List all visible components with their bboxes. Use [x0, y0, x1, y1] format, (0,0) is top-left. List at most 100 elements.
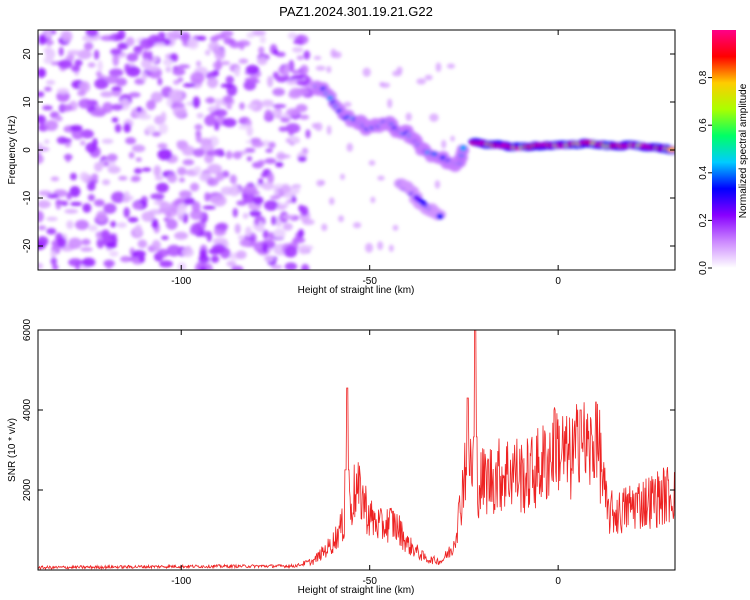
- heatmap-cell: [261, 182, 275, 191]
- heatmap-cell: [416, 78, 427, 85]
- heatmap-cell: [50, 250, 57, 258]
- heatmap-cell: [266, 75, 274, 88]
- heatmap-cell: [61, 30, 73, 43]
- heatmap-cell: [88, 224, 98, 232]
- heatmap-cell: [138, 255, 146, 263]
- heatmap-cell: [93, 199, 105, 207]
- heatmap-cell: [446, 63, 456, 69]
- heatmap-cell: [284, 262, 298, 270]
- heatmap-cell: [193, 165, 202, 174]
- heatmap-cell: [154, 175, 164, 181]
- heatmap-cell: [131, 144, 146, 153]
- heatmap-cell: [328, 197, 335, 205]
- heatmap-cell: [166, 244, 182, 257]
- heatmap-cell: [207, 163, 223, 175]
- heatmap-cell: [298, 204, 304, 212]
- heatmap-cell: [182, 159, 195, 166]
- heatmap-cell: [208, 41, 220, 52]
- heatmap-cell: [261, 140, 271, 147]
- heatmap-cell: [126, 52, 139, 62]
- heatmap-cell: [204, 97, 216, 104]
- colorbar-tick-label: 0.8: [698, 70, 709, 84]
- heatmap-cell: [177, 166, 187, 176]
- heatmap-cell: [289, 135, 300, 144]
- heatmap-cell: [66, 192, 72, 200]
- heatmap-cell: [191, 201, 201, 213]
- heatmap-cell: [51, 264, 59, 270]
- heatmap-cell: [100, 35, 116, 42]
- heatmap-cell: [44, 86, 52, 92]
- heatmap-cell: [313, 55, 322, 60]
- heatmap-cell: [82, 203, 92, 213]
- heatmap-cell: [182, 83, 196, 88]
- heatmap-cell: [338, 215, 344, 223]
- heatmap-cell: [362, 67, 371, 77]
- heatmap-cell: [105, 241, 117, 249]
- heatmap-cell: [246, 32, 255, 39]
- heatmap-cell: [105, 75, 120, 84]
- heatmap-cell: [262, 229, 269, 240]
- heatmap-cell: [291, 69, 301, 75]
- heatmap-cell: [234, 66, 241, 77]
- heatmap-cell: [165, 66, 172, 73]
- heatmap-cell: [145, 125, 156, 134]
- heatmap-cell: [251, 30, 266, 36]
- heatmap-cell: [192, 96, 201, 109]
- heatmap-cell: [245, 226, 252, 238]
- heatmap-cell: [38, 114, 47, 126]
- heatmap-cell: [117, 30, 126, 40]
- heatmap-cell: [191, 222, 202, 235]
- heatmap-cell: [180, 31, 191, 43]
- heatmap-cell: [38, 200, 51, 209]
- heatmap-cell: [81, 257, 96, 268]
- heatmap-cell: [55, 200, 69, 205]
- heatmap-cell: [288, 126, 295, 137]
- heatmap-cell: [153, 165, 162, 177]
- snr-plot-area: [38, 330, 675, 570]
- heatmap-cell: [315, 65, 326, 71]
- heatmap-cell: [46, 216, 58, 222]
- heatmap-cell: [109, 250, 119, 257]
- heatmap-cell: [192, 148, 205, 158]
- heatmap-cell: [95, 71, 102, 77]
- heatmap-cell: [273, 49, 279, 55]
- heatmap-cell: [265, 148, 273, 153]
- spectrogram-ylabel: Frequency (Hz): [7, 116, 18, 185]
- heatmap-cell: [273, 228, 286, 239]
- heatmap-cell: [138, 113, 152, 120]
- heatmap-cell: [299, 114, 310, 120]
- heatmap-cell: [157, 143, 168, 149]
- spectrogram-ytick-label: 20: [22, 48, 33, 60]
- heatmap-cell: [134, 224, 143, 237]
- heatmap-cell: [225, 75, 235, 85]
- heatmap-cell: [43, 56, 54, 64]
- heatmap-cell: [111, 86, 122, 91]
- heatmap-cell: [177, 77, 184, 83]
- heatmap-cell: [123, 122, 131, 133]
- snr-xtick-label: 0: [555, 576, 561, 587]
- heatmap-cell: [44, 30, 52, 39]
- heatmap-cell: [111, 191, 126, 204]
- heatmap-cell: [273, 186, 279, 199]
- heatmap-cell: [139, 38, 154, 50]
- heatmap-cell: [150, 209, 160, 215]
- heatmap-cell: [111, 117, 119, 123]
- heatmap-cell: [131, 175, 141, 182]
- snr-ytick-label: 2000: [22, 478, 33, 501]
- heatmap-cell: [157, 77, 163, 86]
- heatmap-cell: [38, 236, 49, 247]
- heatmap-cell: [81, 238, 91, 246]
- heatmap-cell: [194, 124, 203, 131]
- spectrogram-ytick-label: -10: [22, 190, 33, 205]
- heatmap-cell: [85, 30, 99, 37]
- heatmap-cell: [232, 207, 238, 218]
- heatmap-cell: [125, 36, 135, 47]
- heatmap-cell: [215, 171, 225, 181]
- heatmap-cell: [156, 182, 169, 193]
- heatmap-cell: [159, 260, 173, 268]
- heatmap-cell: [298, 244, 310, 255]
- heatmap-cell: [87, 194, 95, 202]
- heatmap-cell: [190, 71, 205, 84]
- heatmap-cell: [103, 259, 115, 268]
- heatmap-cell: [302, 218, 315, 226]
